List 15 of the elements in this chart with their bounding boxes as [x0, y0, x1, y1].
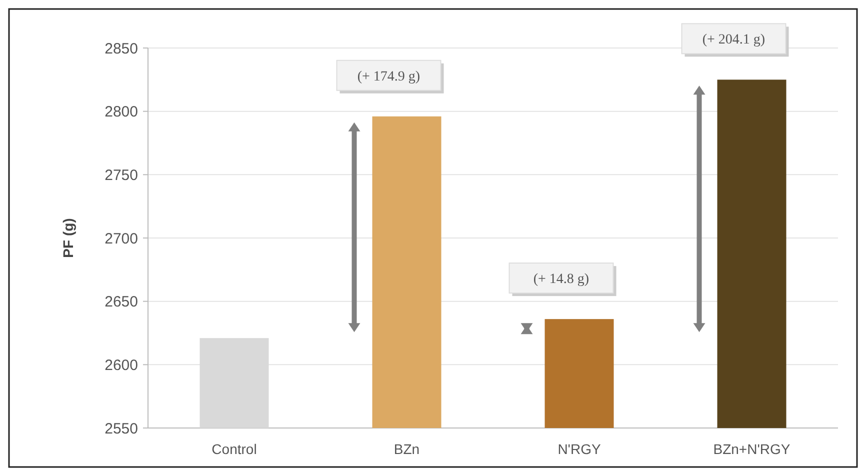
x-tick-label: N'RGY	[558, 441, 602, 457]
annotation: (+ 204.1 g)	[702, 32, 766, 48]
y-tick-label: 2650	[104, 294, 138, 311]
x-tick-label: Control	[212, 441, 257, 457]
y-tick-label: 2800	[104, 104, 138, 121]
x-tick-label: BZn	[394, 441, 420, 457]
x-tick-label: BZn+N'RGY	[713, 441, 791, 457]
annotation: (+ 14.8 g)	[533, 272, 590, 287]
y-axis-title: PF (g)	[60, 218, 76, 258]
y-tick-label: 2850	[104, 40, 138, 58]
y-tick-label: 2550	[104, 420, 138, 438]
y-tick-label: 2600	[104, 356, 138, 374]
y-tick-label: 2750	[104, 166, 138, 184]
y-tick-label: 2700	[104, 230, 138, 248]
annotation: (+ 174.9 g)	[357, 69, 420, 84]
